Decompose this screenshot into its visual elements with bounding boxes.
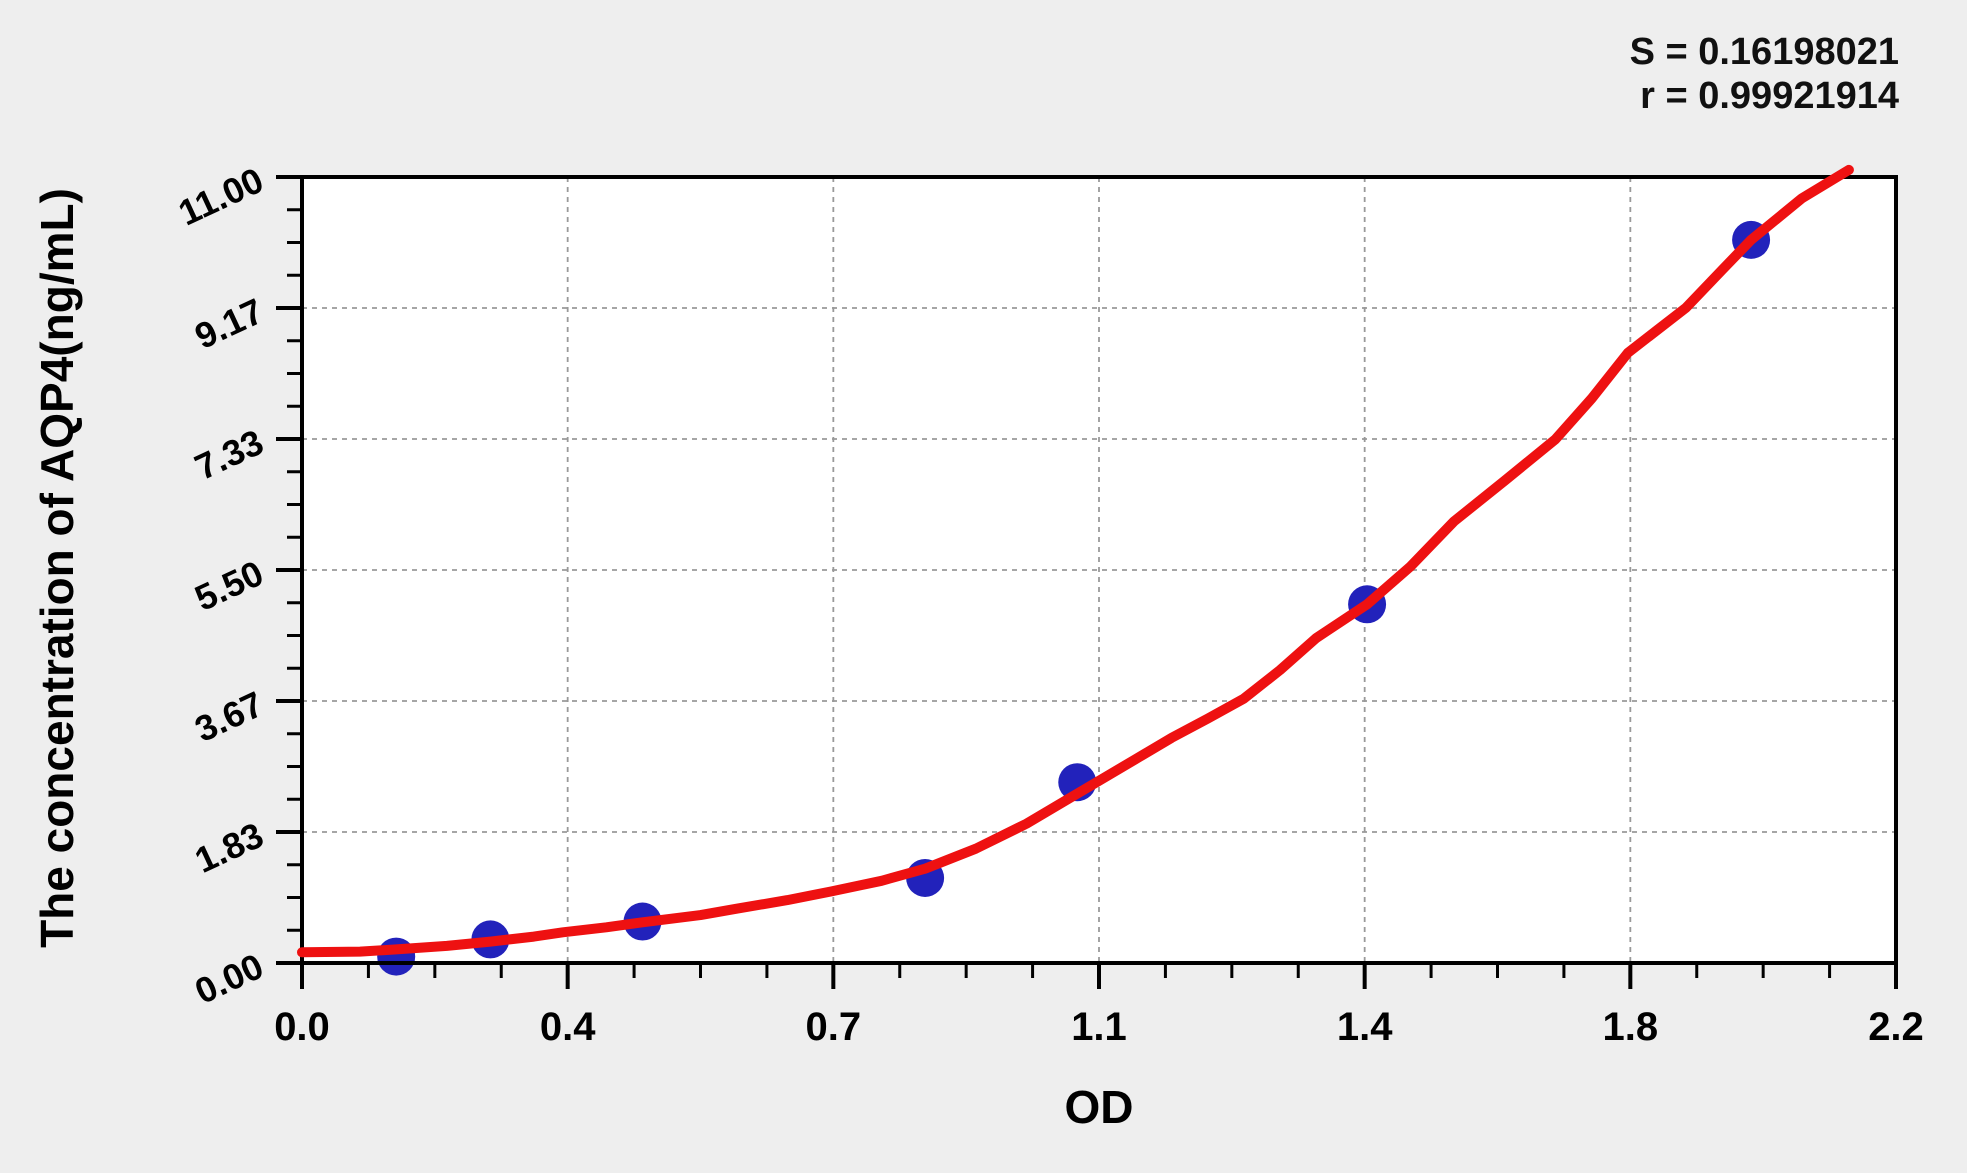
x-tick-label: 1.4	[1337, 1005, 1393, 1049]
y-tick-label: 5.50	[189, 552, 270, 619]
y-tick-label: 3.67	[189, 683, 270, 750]
x-tick-label: 0.0	[274, 1005, 330, 1049]
fit-statistics: S = 0.16198021 r = 0.99921914	[1630, 30, 1899, 118]
y-tick-label: 9.17	[189, 290, 270, 357]
x-tick-label: 0.7	[806, 1005, 862, 1049]
x-tick-label: 0.4	[540, 1005, 596, 1049]
y-tick-label: 11.00	[172, 159, 269, 233]
y-tick-label: 1.83	[189, 814, 270, 881]
x-tick-label: 1.8	[1603, 1005, 1659, 1049]
x-tick-label: 2.2	[1868, 1005, 1924, 1049]
fit-curve-line	[297, 164, 1854, 958]
data-point	[377, 937, 416, 976]
y-tick-label: 7.33	[189, 421, 270, 488]
fit-stat-r: r = 0.99921914	[1640, 75, 1899, 117]
x-tick-label: 1.1	[1071, 1005, 1127, 1049]
x-axis-title: OD	[1064, 1081, 1134, 1133]
y-tick-label: 0.00	[189, 945, 270, 1012]
fit-stat-s: S = 0.16198021	[1629, 31, 1899, 73]
